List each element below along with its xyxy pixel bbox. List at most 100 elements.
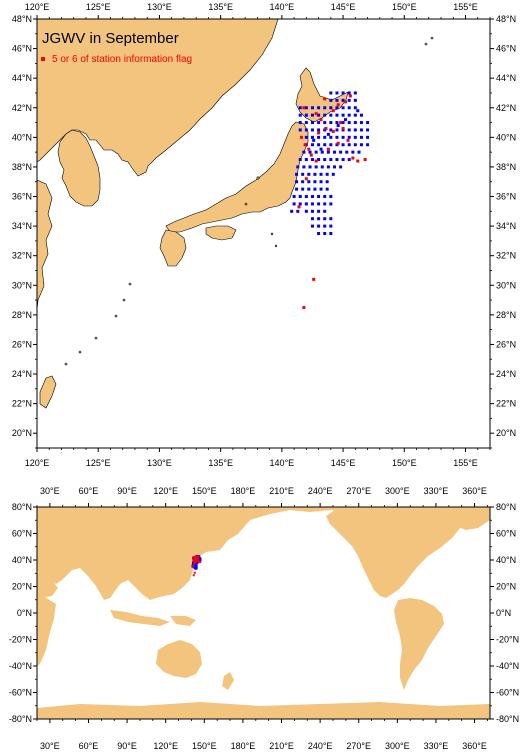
honshu-island [165, 121, 309, 233]
station-marker [335, 106, 339, 110]
station-marker [301, 180, 305, 184]
station-marker [298, 158, 302, 162]
station-marker [310, 106, 314, 110]
world-lon-label-top: 210°E [269, 486, 294, 496]
station-marker [317, 121, 321, 125]
lon-tick-label-bottom: 145°E [331, 458, 356, 468]
station-marker [317, 195, 321, 199]
station-marker [331, 172, 335, 176]
lat-tick-label-right: 24°N [496, 369, 516, 379]
flagged-station-marker [314, 159, 318, 163]
station-marker [313, 180, 317, 184]
lat-tick-label-left: 24°N [12, 369, 32, 379]
world-lat-label-left: 60°N [12, 529, 32, 539]
station-marker [353, 98, 357, 102]
lat-tick-label-right: 20°N [496, 428, 516, 438]
lat-tick-label-right: 32°N [496, 251, 516, 261]
station-marker [323, 121, 327, 125]
station-marker [323, 143, 327, 147]
station-marker [357, 150, 361, 154]
world-lat-label-left: -20°N [9, 635, 32, 645]
world-lon-label-bottom: 330°E [424, 741, 449, 751]
station-marker [310, 121, 314, 125]
legend-label-flagged: 5 or 6 of station information flag [52, 54, 192, 65]
station-marker [359, 121, 363, 125]
station-marker [298, 202, 302, 206]
station-marker [302, 165, 306, 169]
hokkaido-island [295, 67, 349, 123]
lon-tick-label-bottom: 155°E [453, 458, 478, 468]
station-marker [323, 217, 327, 221]
station-marker [329, 195, 333, 199]
flagged-station-marker [303, 143, 307, 147]
station-marker [310, 195, 314, 199]
station-marker [319, 147, 323, 151]
station-marker [341, 158, 345, 162]
lon-tick-label-bottom: 140°E [270, 458, 295, 468]
station-marker [353, 106, 357, 110]
world-map-land [37, 507, 490, 719]
lat-tick-label-right: 42°N [496, 103, 516, 113]
flagged-station-marker [323, 97, 327, 101]
lat-tick-label-left: 26°N [12, 339, 32, 349]
station-marker [366, 121, 370, 125]
station-marker [304, 158, 308, 162]
station-marker [290, 209, 294, 213]
lat-tick-label-left: 32°N [12, 251, 32, 261]
world-lat-label-right: -20°N [496, 635, 519, 645]
flagged-station-marker-world [192, 556, 195, 559]
station-marker [295, 187, 299, 191]
world-lon-label-top: 300°E [385, 486, 410, 496]
lat-tick-label-left: 20°N [12, 428, 32, 438]
lon-tick-label-top: 155°E [453, 2, 478, 12]
regional-map-ticks: 120°E 120°E 125°E 125°E 130°E 130°E 135°E 135°E… [12, 2, 516, 468]
station-marker [333, 165, 337, 169]
station-marker [329, 158, 333, 162]
station-marker [335, 135, 339, 139]
lon-tick-label-top: 125°E [86, 2, 111, 12]
station-marker [359, 128, 363, 132]
lon-tick-label-bottom: 125°E [86, 458, 111, 468]
station-marker [310, 158, 314, 162]
station-marker [320, 165, 324, 169]
station-marker [310, 113, 314, 117]
world-lat-label-right: 40°N [496, 555, 516, 565]
lon-tick-label-top: 120°E [25, 2, 50, 12]
flagged-station-marker-world [197, 559, 200, 562]
station-marker [319, 172, 323, 176]
station-marker [317, 209, 321, 213]
station-marker [313, 172, 317, 176]
lat-tick-label-left: 22°N [12, 399, 32, 409]
flagged-station-marker [341, 126, 345, 130]
station-marker [353, 128, 357, 132]
flagged-station-marker-world [194, 561, 197, 564]
lat-tick-label-left: 44°N [12, 73, 32, 83]
flagged-station-marker [336, 141, 340, 145]
world-lon-label-top: 330°E [424, 486, 449, 496]
station-marker [312, 138, 316, 142]
map-title: JGWV in September [42, 30, 179, 47]
world-lon-label-bottom: 360°E [462, 741, 487, 751]
flagged-station-marker-world [196, 556, 199, 559]
station-marker [329, 91, 333, 95]
station-marker [356, 109, 360, 113]
flagged-station-marker-world [194, 555, 197, 558]
station-marker [298, 106, 302, 110]
lat-tick-label-left: 38°N [12, 162, 32, 172]
station-marker [319, 187, 323, 191]
station-marker [329, 224, 333, 228]
flagged-station-marker [324, 126, 328, 130]
flagged-station-marker-world [192, 565, 195, 568]
greenland-landmass [440, 507, 490, 530]
station-marker [317, 106, 321, 110]
station-marker [347, 106, 351, 110]
station-marker [329, 217, 333, 221]
lat-tick-label-left: 36°N [12, 192, 32, 202]
station-marker [323, 113, 327, 117]
station-marker [329, 202, 333, 206]
station-marker [320, 150, 324, 154]
world-lon-label-top: 270°E [346, 486, 371, 496]
new-zealand-islands [222, 672, 234, 690]
flagged-station-marker [309, 153, 313, 157]
